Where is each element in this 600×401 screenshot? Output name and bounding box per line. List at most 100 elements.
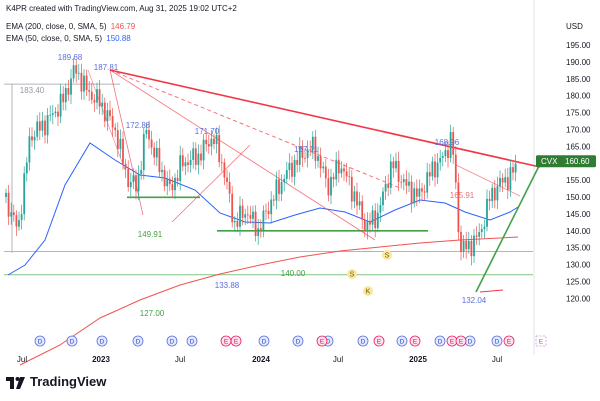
candle-body — [293, 160, 296, 177]
candle-body — [486, 198, 488, 227]
earnings-marker-letter: E — [320, 339, 325, 346]
candle-body — [304, 157, 306, 159]
candle-body — [57, 111, 59, 117]
candle-body — [382, 191, 384, 206]
candle-body — [413, 188, 416, 204]
candle-body — [441, 156, 444, 158]
candle-body — [15, 215, 18, 227]
chart-area[interactable]: USD 195.00 190.00 185.00 180.00 175.00 170.00 1… — [0, 0, 600, 370]
candle-body — [23, 173, 26, 215]
candle-body — [402, 179, 405, 183]
candle-body — [132, 175, 135, 183]
current-price-tag[interactable] — [536, 155, 596, 168]
candle-body — [454, 154, 457, 183]
candle-body — [155, 147, 158, 158]
candle-body — [101, 102, 104, 107]
dividend-marker-letter: D — [326, 339, 331, 346]
label-171-70: 171.70 — [195, 127, 220, 136]
dividend-marker[interactable] — [96, 335, 108, 347]
dividend-marker-letter: D — [438, 339, 443, 346]
candle-body — [473, 235, 475, 257]
candle-body — [62, 93, 65, 103]
candle-body — [46, 115, 49, 136]
candle-body — [189, 159, 192, 166]
dividend-marker[interactable] — [491, 335, 503, 347]
earnings-marker[interactable] — [503, 335, 515, 347]
candle-body — [348, 176, 351, 178]
split-marker-2-letter: S — [350, 272, 355, 279]
price-tick-label: 180.00 — [566, 92, 591, 101]
dividend-marker[interactable] — [166, 335, 178, 347]
earnings-marker[interactable] — [455, 335, 467, 347]
candle-body — [418, 188, 421, 197]
candle-body — [194, 148, 197, 165]
time-axis-label: Jul — [17, 355, 27, 364]
dividend-marker[interactable] — [434, 335, 446, 347]
candle-body — [153, 147, 156, 158]
candle-body — [135, 175, 137, 192]
dividend-marker[interactable] — [396, 335, 408, 347]
dividend-marker[interactable] — [132, 335, 144, 347]
candle-body — [103, 102, 106, 122]
candle-body — [210, 138, 213, 147]
candle-body — [25, 162, 28, 174]
candle-body — [410, 181, 413, 204]
ema200-legend[interactable]: EMA (200, close, 0, SMA, 5) 146.79 — [6, 22, 135, 31]
candle-body — [457, 182, 460, 233]
tradingview-logo[interactable]: TradingView — [6, 374, 106, 389]
earnings-marker-letter: E — [413, 339, 418, 346]
candle-body — [137, 174, 140, 192]
candle-body — [179, 155, 182, 182]
candle-body — [358, 201, 361, 206]
candle-body — [49, 114, 52, 116]
candle-body — [200, 153, 202, 161]
dividend-marker-letter: D — [400, 339, 405, 346]
candle-body — [122, 138, 124, 164]
candle-body — [161, 169, 163, 173]
candle-body — [202, 139, 205, 161]
earnings-marker[interactable] — [316, 335, 328, 347]
dividend-marker-letter: D — [100, 339, 105, 346]
candle-body — [252, 211, 254, 219]
candle-body — [384, 183, 387, 192]
price-chart[interactable]: USD 195.00 190.00 185.00 180.00 175.00 170.00 1… — [0, 0, 600, 370]
dividend-marker[interactable] — [34, 335, 46, 347]
candle-body — [31, 136, 33, 141]
dividend-marker[interactable] — [66, 335, 78, 347]
dividend-marker[interactable] — [292, 335, 304, 347]
candle-body — [319, 156, 322, 169]
small-level-line — [479, 289, 504, 293]
candle-body — [181, 155, 184, 167]
candle-body — [38, 121, 41, 131]
earnings-marker[interactable] — [409, 335, 421, 347]
candle-body — [80, 72, 83, 92]
ema50-legend[interactable]: EMA (50, close, 0, SMA, 5) 150.88 — [6, 34, 131, 43]
candle-body — [124, 163, 127, 169]
candle-body — [423, 191, 426, 193]
dividend-marker-letter: D — [190, 339, 195, 346]
candle-body — [12, 212, 15, 216]
candle-body — [337, 159, 340, 174]
candle-body — [434, 161, 436, 178]
candle-body — [343, 168, 345, 172]
candle-body — [119, 138, 122, 150]
price-tick-label: 175.00 — [566, 109, 591, 118]
future-earnings-marker[interactable] — [535, 335, 547, 347]
candle-body — [278, 179, 280, 194]
candle-body — [283, 178, 286, 183]
candle-body — [317, 156, 319, 161]
candle-body — [213, 138, 215, 144]
candle-body — [460, 232, 462, 252]
earnings-marker[interactable] — [230, 335, 242, 347]
candle-body — [41, 120, 44, 131]
earnings-marker[interactable] — [373, 335, 385, 347]
label-167-11: 167.11 — [294, 145, 318, 154]
candle-body — [332, 176, 335, 180]
dividend-marker[interactable] — [186, 335, 198, 347]
candle-body — [478, 232, 481, 237]
ema50-line — [7, 142, 519, 276]
candle-body — [93, 99, 96, 103]
candle-body — [389, 161, 392, 188]
dividend-marker[interactable] — [258, 335, 270, 347]
dividend-marker[interactable] — [357, 335, 369, 347]
